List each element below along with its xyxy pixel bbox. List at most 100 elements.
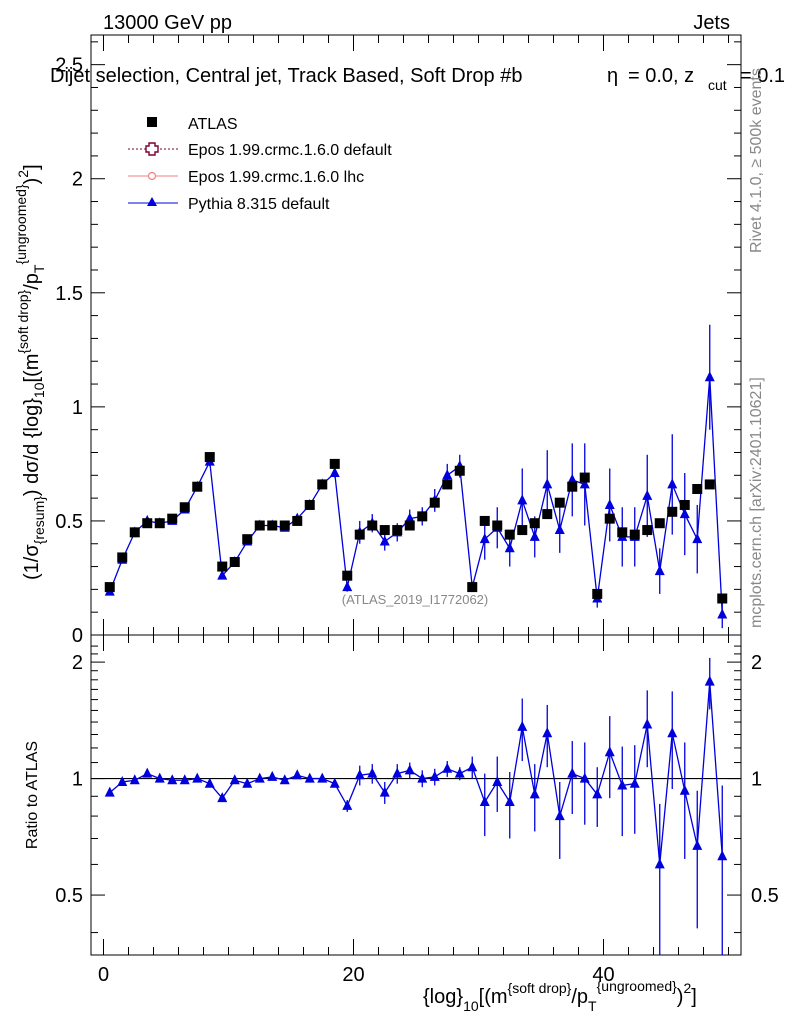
main-atlas-point xyxy=(354,529,365,540)
main-pythia-point xyxy=(404,512,415,523)
ratio-axes: 0.5 0.51 12 20 20 40 xyxy=(55,635,779,986)
main-pythia-point xyxy=(479,533,490,544)
ratio-pythia-point xyxy=(629,777,640,788)
ratio-pythia-point xyxy=(654,858,665,869)
main-axes: 0 0.5 1 1.5 2 2.5 xyxy=(55,35,741,647)
main-y-tick-label: 0 xyxy=(72,625,83,647)
main-atlas-point xyxy=(442,479,453,490)
ratio-pythia-point xyxy=(504,795,515,806)
mcplots-label: mcplots.cern.ch [arXiv:2401.10621] xyxy=(748,377,765,628)
ratio-pythia-point xyxy=(204,777,215,788)
ratio-y-tick-label: 0.5 xyxy=(55,885,83,907)
ratio-pythia-point xyxy=(492,775,503,786)
main-atlas-point xyxy=(254,520,265,531)
ratio-pythia-point xyxy=(517,720,528,731)
main-atlas-point xyxy=(367,520,378,531)
ratio-pythia-point xyxy=(117,775,128,786)
ratio-pythia-point xyxy=(129,774,140,785)
ratio-pythia-point xyxy=(379,786,390,797)
legend-marker-epos-default xyxy=(145,142,159,156)
main-atlas-point xyxy=(654,518,665,529)
ratio-pythia-point xyxy=(617,779,628,790)
main-pythia-point xyxy=(217,569,228,580)
main-pythia-point xyxy=(667,478,678,489)
main-atlas-point xyxy=(479,515,490,526)
ratio-pythia-point xyxy=(329,777,340,788)
main-atlas-point xyxy=(617,527,628,538)
ratio-pythia-point xyxy=(167,774,178,785)
energy-label: 13000 GeV pp xyxy=(103,12,232,34)
ratio-pythia-point xyxy=(642,718,653,729)
main-atlas-point xyxy=(242,534,253,545)
main-atlas-point xyxy=(417,511,428,522)
main-atlas-point xyxy=(292,515,303,526)
main-pythia-point xyxy=(642,489,653,500)
main-atlas-point xyxy=(392,525,403,536)
main-pythia-point xyxy=(567,473,578,484)
main-y-tick-label: 2 xyxy=(72,169,83,191)
main-atlas-point xyxy=(604,513,615,524)
ratio-pythia-point xyxy=(467,761,478,772)
ratio-pythia-point xyxy=(692,839,703,850)
ratio-pythia-point xyxy=(279,774,290,785)
ratio-pythia-point xyxy=(442,762,453,773)
title-suffix: = 0.0, z xyxy=(628,65,694,87)
main-pythia-point xyxy=(542,478,553,489)
x-axis-label: {log}10[(m{soft drop}/pT{ungroomed})2] xyxy=(423,978,697,1014)
main-atlas-point xyxy=(104,582,115,593)
main-pythia-point xyxy=(517,494,528,505)
ratio-pythia-point xyxy=(142,767,153,778)
main-atlas-point xyxy=(167,513,178,524)
main-atlas-point xyxy=(179,502,190,513)
ratio-y-tick-label-right: 1 xyxy=(751,769,762,791)
main-atlas-point xyxy=(342,570,353,581)
main-atlas-point xyxy=(579,472,590,483)
title-cut-sub: cut xyxy=(708,77,727,93)
main-pythia-point xyxy=(442,469,453,480)
main-atlas-point xyxy=(667,506,678,517)
svg-text:{log}10[(m{soft drop}/pT{ungro: {log}10[(m{soft drop}/pT{ungroomed})2] xyxy=(423,978,697,1014)
main-atlas-point xyxy=(229,556,240,567)
ratio-pythia-series xyxy=(104,657,728,955)
ratio-pythia-point xyxy=(104,786,115,797)
ratio-pythia-point xyxy=(317,772,328,783)
main-pythia-point xyxy=(679,508,690,519)
main-atlas-point xyxy=(117,552,128,563)
main-y-tick-label: 2.5 xyxy=(55,55,83,77)
main-atlas-point xyxy=(204,452,215,463)
main-pythia-point xyxy=(529,530,540,541)
main-pythia-point xyxy=(692,533,703,544)
rivet-version-label: Rivet 4.1.0, ≥ 500k events xyxy=(748,68,765,253)
main-atlas-point xyxy=(554,497,565,508)
legend: ATLAS Epos 1.99.crmc.1.6.0 default Epos … xyxy=(128,116,392,213)
x-tick-label: 20 xyxy=(342,964,364,986)
ratio-pythia-point xyxy=(579,772,590,783)
main-atlas-point xyxy=(279,520,290,531)
ratio-y-tick-label: 2 xyxy=(72,652,83,674)
ratio-pythia-point xyxy=(717,850,728,861)
ratio-pythia-point xyxy=(529,788,540,799)
ratio-pythia-point xyxy=(154,772,165,783)
ratio-y-tick-label: 1 xyxy=(72,769,83,791)
ratio-pythia-point xyxy=(242,777,253,788)
main-pythia-point xyxy=(329,467,340,478)
legend-marker-epos-lhc xyxy=(147,171,157,181)
main-atlas-point xyxy=(517,525,528,536)
main-pythia-line xyxy=(109,377,723,615)
ratio-pythia-point xyxy=(567,767,578,778)
main-pythia-point xyxy=(379,535,390,546)
legend-label-pythia: Pythia 8.315 default xyxy=(188,196,330,213)
title-text: Dijet selection, Central jet, Track Base… xyxy=(50,65,522,87)
main-pythia-point xyxy=(504,542,515,553)
ratio-pythia-point xyxy=(217,792,228,803)
ratio-pythia-point xyxy=(454,767,465,778)
main-atlas-point xyxy=(192,481,203,492)
ratio-y-tick-label-right: 0.5 xyxy=(751,885,779,907)
main-atlas-point xyxy=(492,520,503,531)
ratio-pythia-point xyxy=(229,774,240,785)
ratio-pythia-point xyxy=(542,727,553,738)
main-y-axis-label: (1/σ{resum}) dσ/d {log}10[(m{soft drop}/… xyxy=(13,164,47,580)
ratio-pythia-point xyxy=(304,772,315,783)
main-atlas-point xyxy=(267,520,278,531)
